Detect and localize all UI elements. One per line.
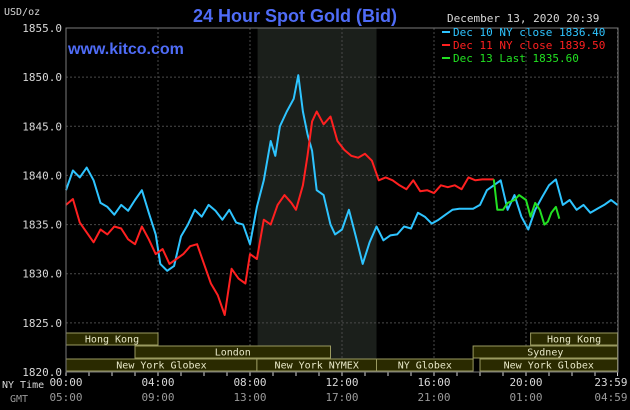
y-tick-label: 1845.0 [22,120,62,133]
y-tick-label: 1840.0 [22,169,62,182]
x-tick-label-gmt: 09:00 [141,391,174,404]
x-tick-label-ny: 16:00 [417,376,450,389]
session-bar [134,345,331,359]
y-tick-label: 1855.0 [22,22,62,35]
gmt-axis-label: GMT [10,394,28,405]
session-label: London [215,348,251,359]
y-tick-label: 1850.0 [22,71,62,84]
y-tick-label: 1825.0 [22,317,62,330]
x-tick-label-gmt: 17:00 [325,391,358,404]
y-tick-label: 1820.0 [22,366,62,379]
session-label: Hong Kong [547,335,601,346]
chart-title: 24 Hour Spot Gold (Bid) [193,6,397,26]
y-tick-label: 1835.0 [22,219,62,232]
axes: 1855.0 1850.0 1845.0 1840.0 1835.0 1830.0 1825… [22,22,627,404]
x-tick-label-ny: 08:00 [233,376,266,389]
y-tick-label: 1830.0 [22,268,62,281]
website-label: www.kitco.com [67,41,184,58]
session-bar [376,358,474,372]
plot-border [65,27,619,373]
x-tick-label-gmt: 21:00 [417,391,450,404]
x-tick-label-ny: 23:59 [594,376,627,389]
legend-entry: Dec 13 Last 1835.60 [453,52,579,65]
session-label: Hong Kong [85,335,139,346]
x-tick-label-gmt: 04:59 [594,391,627,404]
nymex-session-shade [257,28,377,372]
market-sessions: Hong Kong Hong Kong London Sydney New York G… [65,332,619,372]
session-label: Sydney [527,348,563,359]
series-lines [65,74,619,316]
x-tick-label-gmt: 13:00 [233,391,266,404]
series-line-2 [492,179,561,226]
y-axis-label: USD/oz [4,7,40,18]
x-tick-label-gmt: 01:00 [509,391,542,404]
session-label: New York Globex [116,361,206,372]
session-label: NY Globex [398,361,452,372]
date-stamp: December 13, 2020 20:39 [447,12,599,25]
x-tick-label-ny: 04:00 [141,376,174,389]
session-label: New York Globex [504,361,594,372]
series-line-1 [65,110,494,316]
x-tick-label-ny: 00:00 [49,376,82,389]
legend-entry: Dec 10 NY close 1836.40 [453,26,605,39]
x-tick-label-ny: 12:00 [325,376,358,389]
x-tick-label-gmt: 05:00 [49,391,82,404]
x-tick-label-ny: 20:00 [509,376,542,389]
session-label: New York NYMEX [275,361,359,372]
series-line-0 [65,74,619,272]
ny-time-axis-label: NY Time [2,380,44,391]
legend-entry: Dec 11 NY close 1839.50 [453,39,605,52]
